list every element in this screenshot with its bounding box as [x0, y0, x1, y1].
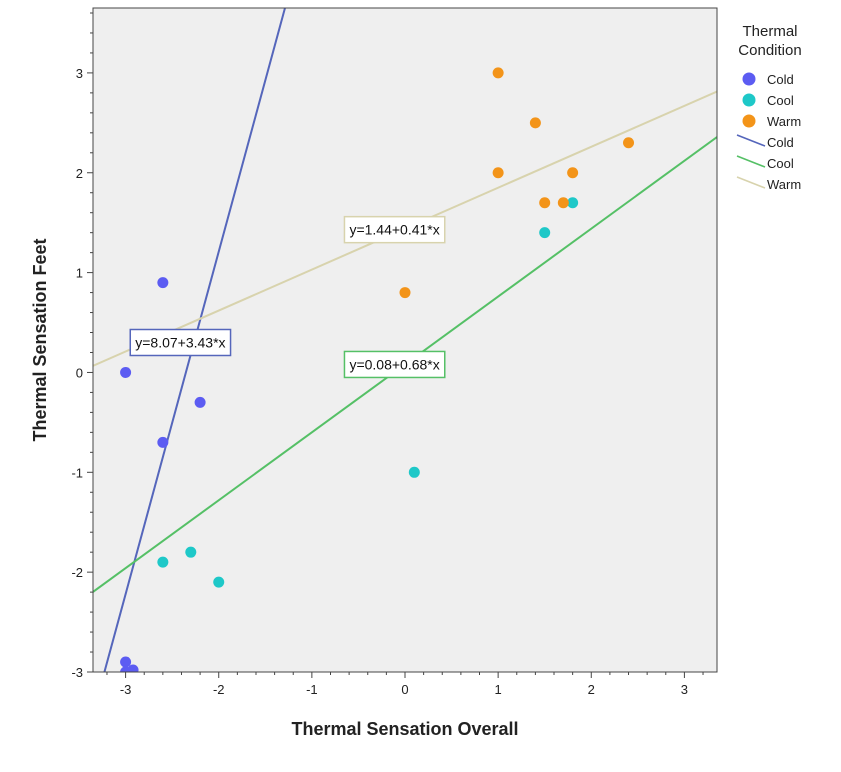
- fit-label-box: [343, 350, 446, 379]
- fit-label-cool: y=0.08+0.68*x: [343, 350, 446, 379]
- x-tick-label: 1: [495, 682, 502, 697]
- fit-label-text: y=8.07+3.43*x: [135, 334, 225, 350]
- y-axis-title: Thermal Sensation Feet: [30, 238, 50, 441]
- legend-label: Cold: [767, 72, 794, 87]
- legend-label: Warm: [767, 177, 801, 192]
- point-warm: [529, 117, 541, 129]
- point-warm: [539, 197, 551, 209]
- points-layer: [120, 67, 635, 672]
- legend-label: Cold: [767, 135, 794, 150]
- fit-label-text: y=0.08+0.68*x: [349, 356, 439, 372]
- fit-label-box: [129, 328, 232, 357]
- point-cold: [120, 666, 132, 672]
- point-cool: [539, 227, 551, 239]
- point-warm: [399, 287, 411, 299]
- point-warm: [567, 167, 579, 179]
- legend-title-line2: Condition: [738, 42, 801, 59]
- x-tick-label: 0: [401, 682, 408, 697]
- legend-label: Cool: [767, 93, 794, 108]
- x-tick-label: -3: [120, 682, 132, 697]
- y-tick-label: -3: [71, 665, 83, 680]
- fit-label-warm: y=1.44+0.41*x: [343, 215, 446, 244]
- point-cold: [120, 656, 132, 668]
- fit-label-box: [343, 215, 446, 244]
- legend-title-line1: Thermal: [742, 23, 797, 40]
- point-cold: [194, 396, 206, 408]
- x-tick-label: 3: [681, 682, 688, 697]
- legend: Thermal Condition Cold Cool Warm Cold Cool Wa…: [736, 23, 802, 192]
- y-tick-label: -1: [71, 465, 83, 480]
- legend-line-warm: [736, 176, 766, 189]
- legend-marker-cool: [742, 93, 756, 107]
- legend-label: Warm: [767, 114, 801, 129]
- point-warm: [492, 67, 504, 79]
- point-warm: [623, 137, 635, 149]
- axes-layer: -3 -2 -1 0 1 2 3 -3 -2 -1 0 1 2 3: [71, 12, 704, 697]
- point-cool: [408, 466, 420, 478]
- legend-items: Cold Cool Warm Cold Cool Warm: [736, 72, 801, 192]
- y-tick-label: 1: [76, 266, 83, 281]
- x-tick-label: -2: [213, 682, 225, 697]
- x-tick-label: 2: [588, 682, 595, 697]
- x-tick-label: -1: [306, 682, 318, 697]
- fit-label-text: y=1.44+0.41*x: [349, 222, 439, 238]
- legend-line-cold: [736, 134, 766, 147]
- y-tick-label: 0: [76, 365, 83, 380]
- point-cold: [120, 366, 132, 378]
- point-cool: [567, 197, 579, 209]
- legend-marker-warm: [742, 114, 756, 128]
- fit-label-cold: y=8.07+3.43*x: [129, 328, 232, 357]
- point-cool: [157, 556, 169, 568]
- point-warm: [492, 167, 504, 179]
- point-cold: [157, 436, 169, 448]
- equation-labels: y=8.07+3.43*x y=0.08+0.68*x y=1.44+0.41*x: [129, 215, 446, 379]
- point-cold: [157, 277, 169, 289]
- point-warm: [557, 197, 569, 209]
- legend-line-cool: [736, 155, 766, 168]
- y-tick-label: -2: [71, 565, 83, 580]
- x-axis-title: Thermal Sensation Overall: [291, 719, 518, 739]
- y-tick-label: 3: [76, 66, 83, 81]
- point-cool: [213, 576, 225, 588]
- legend-marker-cold: [742, 72, 756, 86]
- y-tick-label: 2: [76, 166, 83, 181]
- legend-label: Cool: [767, 156, 794, 171]
- point-cool: [185, 546, 197, 558]
